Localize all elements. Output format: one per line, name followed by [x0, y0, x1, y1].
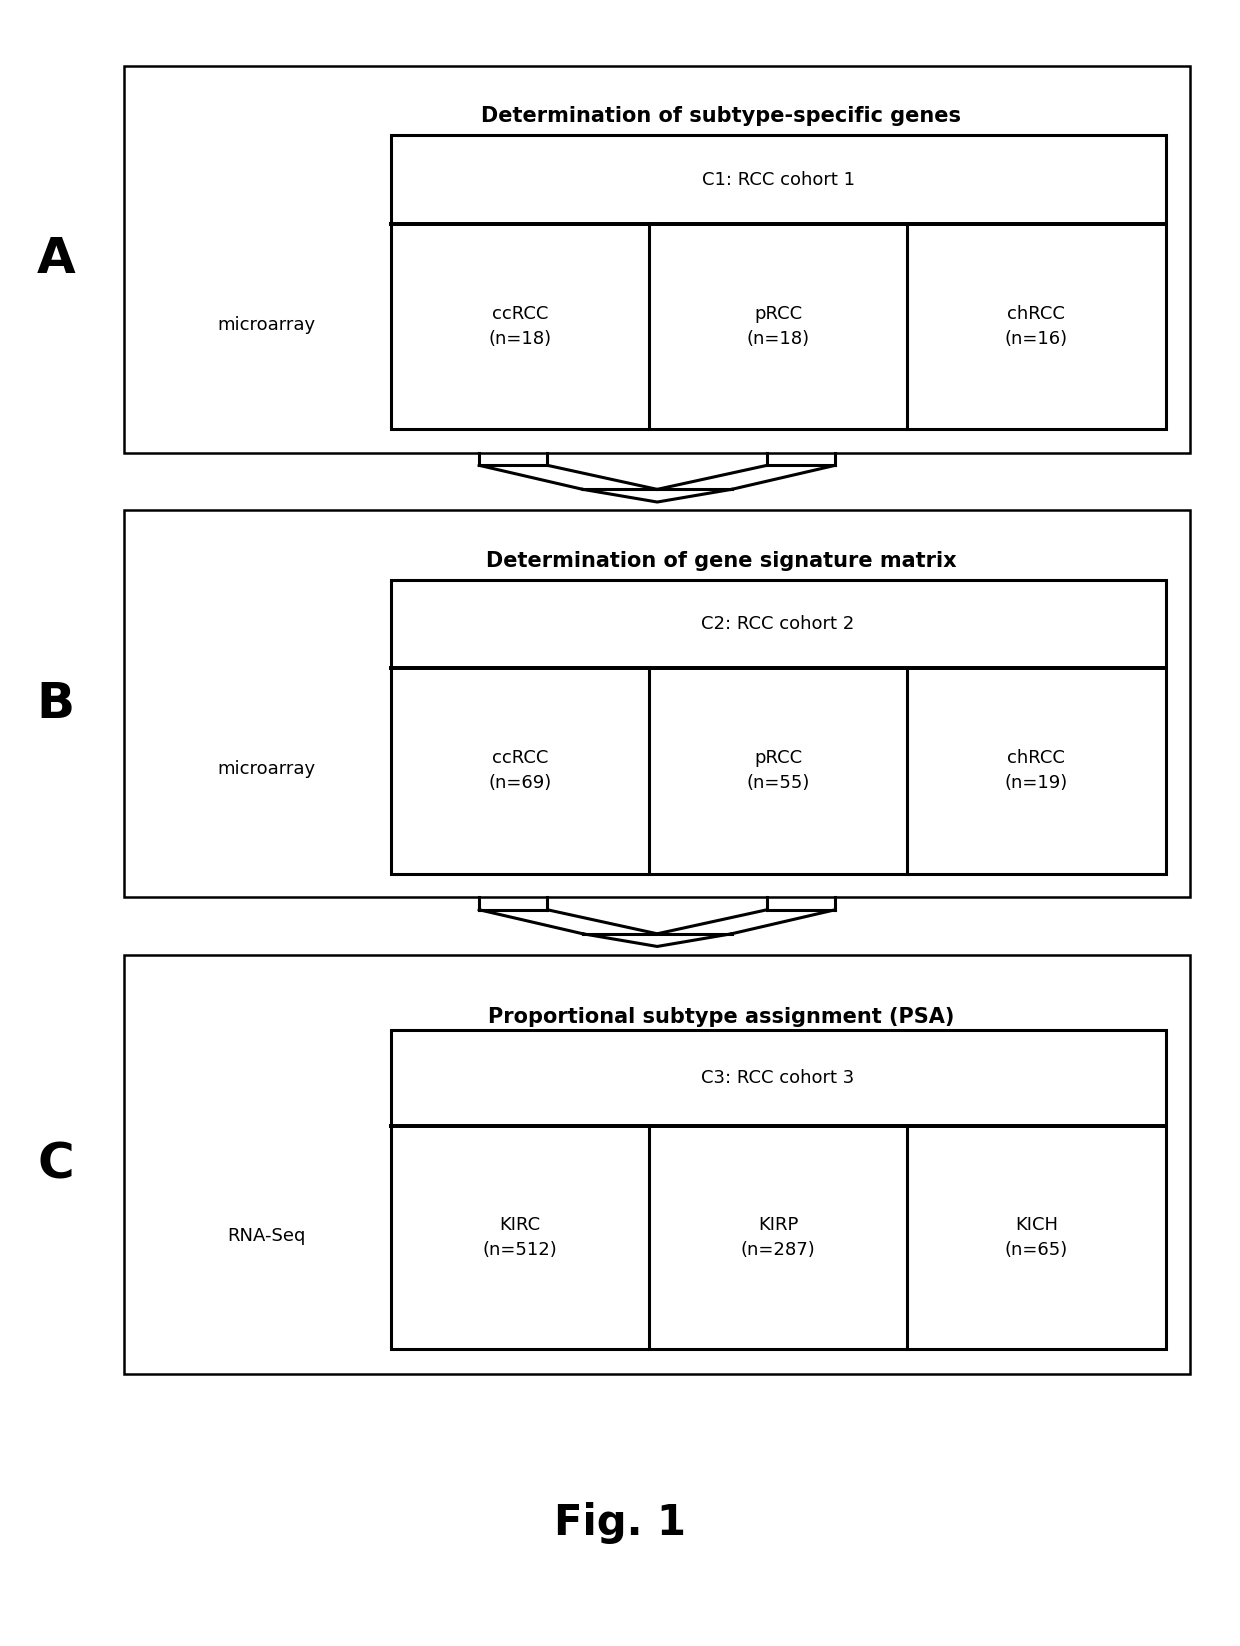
Text: KIRC
(n=512): KIRC (n=512)	[482, 1216, 557, 1259]
Bar	[391, 1030, 1166, 1350]
Text: RNA-Seq: RNA-Seq	[227, 1226, 306, 1244]
Text: A: A	[36, 235, 76, 283]
Text: ccRCC
(n=18): ccRCC (n=18)	[489, 305, 552, 347]
Text: Determination of gene signature matrix: Determination of gene signature matrix	[486, 550, 956, 571]
Text: C1: RCC cohort 1: C1: RCC cohort 1	[702, 171, 854, 189]
Text: C: C	[37, 1141, 74, 1188]
Bar	[124, 510, 1190, 897]
Bar	[391, 579, 1166, 874]
Bar	[391, 135, 1166, 430]
Text: Determination of subtype-specific genes: Determination of subtype-specific genes	[481, 105, 961, 127]
Bar	[124, 66, 1190, 453]
Text: pRCC
(n=18): pRCC (n=18)	[746, 305, 810, 347]
Text: microarray: microarray	[217, 316, 316, 334]
Text: chRCC
(n=16): chRCC (n=16)	[1004, 305, 1068, 347]
Text: Proportional subtype assignment (PSA)
by deconvolution and survival analysis: Proportional subtype assignment (PSA) by…	[489, 1007, 955, 1053]
Text: KICH
(n=65): KICH (n=65)	[1004, 1216, 1068, 1259]
Text: chRCC
(n=19): chRCC (n=19)	[1004, 749, 1068, 792]
Text: microarray: microarray	[217, 760, 316, 779]
Text: C3: RCC cohort 3: C3: RCC cohort 3	[702, 1070, 854, 1086]
Text: Fig. 1: Fig. 1	[554, 1501, 686, 1544]
Text: C2: RCC cohort 2: C2: RCC cohort 2	[702, 616, 854, 634]
Text: ccRCC
(n=69): ccRCC (n=69)	[489, 749, 552, 792]
Bar	[124, 955, 1190, 1374]
Text: pRCC
(n=55): pRCC (n=55)	[746, 749, 810, 792]
Text: KIRP
(n=287): KIRP (n=287)	[740, 1216, 816, 1259]
Text: B: B	[37, 680, 74, 728]
